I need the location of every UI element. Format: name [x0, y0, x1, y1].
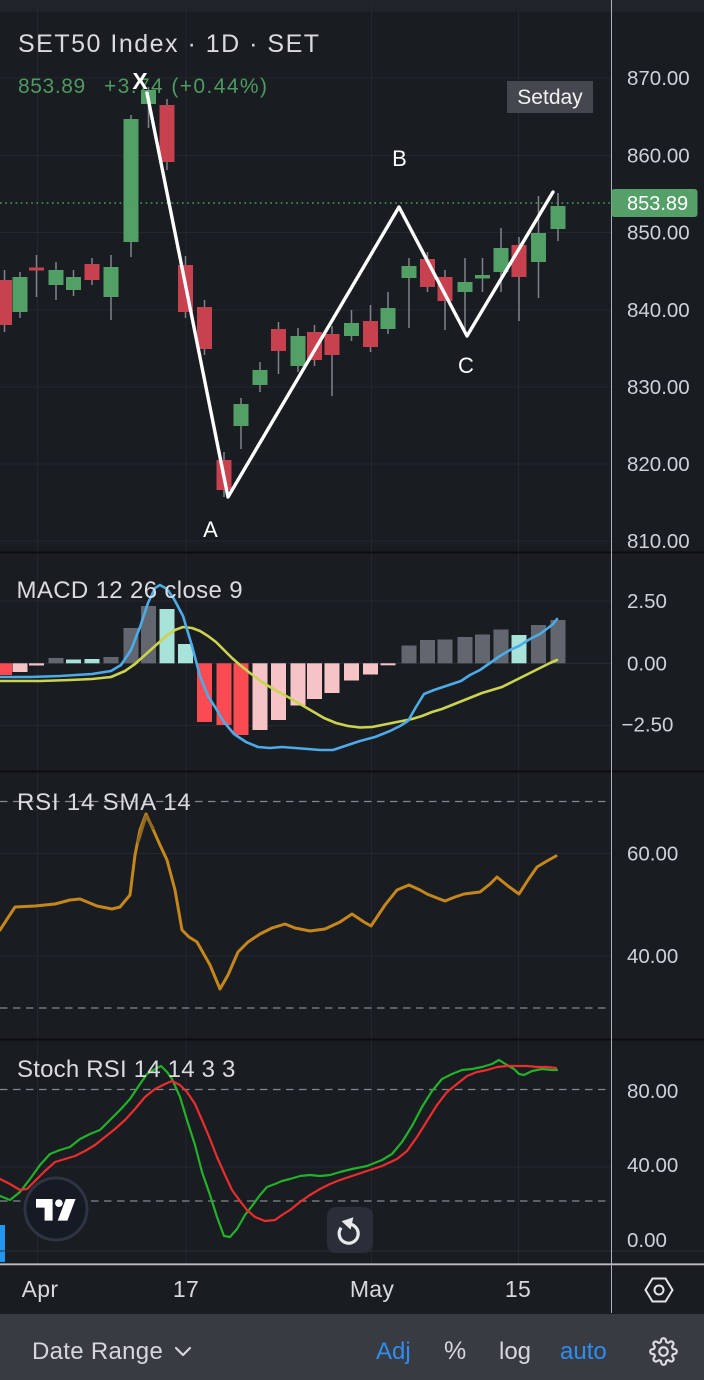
- svg-text:870.00: 870.00: [627, 67, 690, 90]
- svg-text:SET50 Index · 1D · SET: SET50 Index · 1D · SET: [18, 30, 321, 58]
- svg-text:820.00: 820.00: [627, 453, 690, 476]
- svg-text:830.00: 830.00: [627, 376, 690, 399]
- svg-text:17: 17: [173, 1276, 199, 1302]
- svg-text:MACD 12 26 close 9: MACD 12 26 close 9: [17, 577, 243, 604]
- svg-text:+3.74 (+0.44%): +3.74 (+0.44%): [104, 75, 268, 98]
- svg-text:840.00: 840.00: [627, 299, 690, 322]
- svg-text:850.00: 850.00: [627, 222, 690, 245]
- svg-text:860.00: 860.00: [627, 145, 690, 168]
- svg-text:A: A: [203, 517, 218, 542]
- svg-text:0.00: 0.00: [627, 1229, 667, 1252]
- svg-text:853.89: 853.89: [627, 193, 688, 215]
- svg-text:Setday: Setday: [517, 86, 583, 109]
- svg-text:0.00: 0.00: [627, 653, 667, 676]
- svg-text:15: 15: [505, 1276, 531, 1302]
- svg-text:80.00: 80.00: [627, 1080, 678, 1103]
- svg-text:40.00: 40.00: [627, 945, 678, 968]
- svg-text:B: B: [392, 146, 407, 171]
- svg-text:2.50: 2.50: [627, 590, 667, 613]
- svg-text:Stoch RSI 14 14 3 3: Stoch RSI 14 14 3 3: [17, 1056, 236, 1083]
- svg-text:60.00: 60.00: [627, 843, 678, 866]
- svg-text:853.89: 853.89: [18, 75, 86, 98]
- svg-text:RSI 14 SMA 14: RSI 14 SMA 14: [17, 789, 192, 816]
- svg-text:May: May: [350, 1276, 395, 1302]
- svg-text:C: C: [458, 353, 474, 378]
- svg-text:X: X: [132, 68, 148, 94]
- svg-text:40.00: 40.00: [627, 1154, 678, 1177]
- svg-text:810.00: 810.00: [627, 530, 690, 553]
- svg-text:−2.50: −2.50: [622, 714, 674, 737]
- svg-text:Apr: Apr: [22, 1276, 59, 1302]
